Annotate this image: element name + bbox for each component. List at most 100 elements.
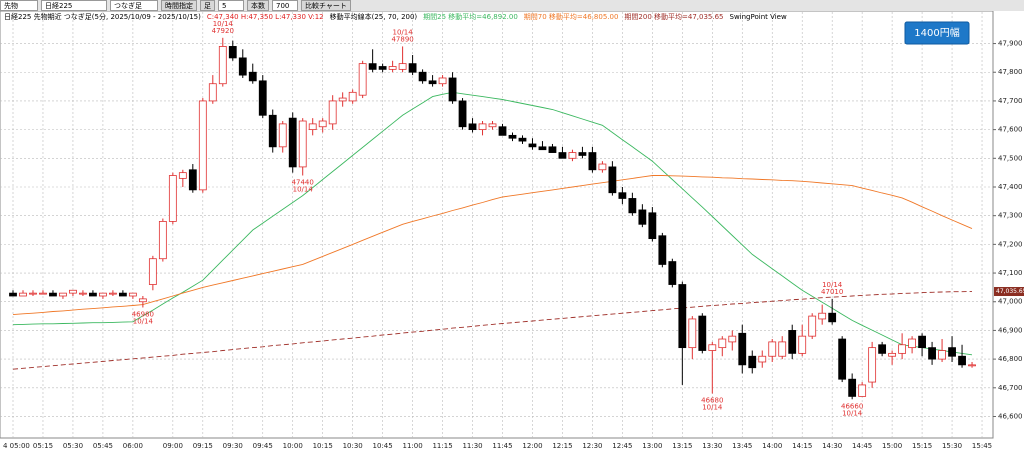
bar-button[interactable]: 足 bbox=[200, 0, 215, 11]
candle-body bbox=[938, 350, 946, 360]
candle-body bbox=[678, 284, 687, 349]
candle-body bbox=[378, 66, 387, 70]
candle-body bbox=[198, 100, 207, 191]
candle-body bbox=[918, 335, 926, 349]
candle-body bbox=[408, 63, 417, 73]
x-tick-label: 15:15 bbox=[912, 442, 932, 450]
candle-body bbox=[168, 175, 177, 222]
candle-body bbox=[178, 172, 187, 179]
time-button[interactable]: 時間指定 bbox=[161, 0, 197, 11]
candle-body bbox=[658, 235, 667, 265]
candle-body bbox=[248, 71, 257, 82]
toolbar: 先物 日経225 つなぎ足 時間指定 足 5 本数 700 比較チャート bbox=[0, 0, 1024, 11]
y-tick-label: 46,900 bbox=[998, 326, 1023, 334]
x-tick-label: 10:45 bbox=[373, 442, 393, 450]
x-tick-label: 14:30 bbox=[822, 442, 842, 450]
candle-body bbox=[708, 344, 717, 351]
interval-input[interactable]: 5 bbox=[218, 0, 244, 11]
swing-price: 47440 bbox=[292, 179, 314, 187]
candle-body bbox=[898, 344, 907, 354]
x-tick-label: 4 05:00 bbox=[3, 442, 30, 450]
ma-lines bbox=[12, 91, 973, 370]
candle-body bbox=[798, 335, 807, 354]
x-tick-label: 09:30 bbox=[223, 442, 243, 450]
candle-body bbox=[888, 352, 897, 357]
candle-body bbox=[578, 152, 587, 156]
swing-date: 10/14 bbox=[213, 20, 234, 28]
x-tick-label: 12:15 bbox=[552, 442, 572, 450]
x-tick-label: 12:30 bbox=[582, 442, 602, 450]
x-tick-label: 05:30 bbox=[63, 442, 83, 450]
market-select[interactable]: 先物 bbox=[0, 0, 38, 11]
x-tick-label: 14:00 bbox=[762, 442, 782, 450]
candle-body bbox=[128, 292, 137, 297]
candle-body bbox=[448, 77, 457, 102]
info-segment: 日経225 先物期近 つなぎ足(5分, 2025/10/09 - 2025/10… bbox=[4, 12, 201, 21]
x-tick-label: 11:00 bbox=[403, 442, 423, 450]
x-tick-label: 12:45 bbox=[612, 442, 632, 450]
y-tick-label: 46,600 bbox=[998, 412, 1023, 420]
y-tick-label: 47,000 bbox=[998, 298, 1023, 306]
candle-body bbox=[109, 292, 117, 295]
compare-button[interactable]: 比較チャート bbox=[301, 0, 351, 11]
candle-body bbox=[488, 123, 497, 128]
swing-date: 10/14 bbox=[702, 404, 723, 412]
swing-date: 10/14 bbox=[393, 28, 414, 36]
candle-body bbox=[69, 289, 77, 294]
candle-body bbox=[138, 298, 147, 303]
candle-body bbox=[278, 123, 287, 148]
symbol-select[interactable]: 日経225 bbox=[41, 0, 107, 11]
candle-body bbox=[328, 100, 337, 125]
legend-entry: 期間25 移動平均=46,892.00 bbox=[423, 12, 518, 21]
mode-select[interactable]: つなぎ足 bbox=[110, 0, 158, 11]
candle-body bbox=[628, 198, 637, 214]
count-input[interactable]: 700 bbox=[272, 0, 298, 11]
candle-body bbox=[838, 338, 847, 380]
y-tick-label: 47,900 bbox=[998, 40, 1023, 48]
candle-body bbox=[788, 330, 797, 354]
candle-body bbox=[688, 318, 697, 349]
legend-entry: 期間70 移動平均=46,805.00 bbox=[524, 12, 619, 21]
candle-body bbox=[748, 355, 757, 369]
range-button[interactable] bbox=[904, 21, 970, 45]
x-tick-label: 10:00 bbox=[283, 442, 303, 450]
candle-body bbox=[388, 66, 397, 70]
candle-body bbox=[728, 335, 737, 343]
candle-body bbox=[508, 134, 517, 139]
candle-body bbox=[878, 344, 887, 354]
info-suffix: SwingPoint View bbox=[730, 13, 787, 21]
range-button-label[interactable]: 1400円幅 bbox=[914, 26, 959, 39]
candle-body bbox=[298, 120, 307, 168]
candle-body bbox=[208, 83, 217, 102]
x-tick-label: 13:30 bbox=[702, 442, 722, 450]
x-tick-label: 14:45 bbox=[852, 442, 872, 450]
swing-date: 10/14 bbox=[822, 281, 843, 289]
labels: 46,600 46,700 46,800 46,900 47,000 47,100 47,2… bbox=[3, 20, 1024, 450]
candle-body bbox=[538, 146, 547, 151]
candle-body bbox=[558, 152, 567, 159]
candle-body bbox=[948, 347, 956, 357]
swing-price: 47890 bbox=[391, 35, 413, 43]
candle-body bbox=[398, 63, 407, 70]
candle-body bbox=[348, 91, 357, 102]
candle-body bbox=[928, 347, 936, 360]
candle-body bbox=[498, 126, 507, 136]
candle-body bbox=[368, 63, 377, 70]
candle-body bbox=[778, 341, 787, 357]
x-tick-label: 09:45 bbox=[253, 442, 273, 450]
candle-body bbox=[698, 315, 707, 351]
candles bbox=[9, 37, 976, 400]
candle-body bbox=[758, 355, 767, 363]
info-segment: C:47,340 H:47,350 L:47,330 V:12 bbox=[207, 13, 324, 21]
candle-body bbox=[89, 292, 97, 297]
candle-body bbox=[548, 146, 557, 153]
candle-body bbox=[648, 212, 657, 240]
x-tick-label: 05:45 bbox=[93, 442, 113, 450]
candle-body bbox=[808, 315, 817, 337]
candle-body bbox=[848, 378, 857, 397]
candle-body bbox=[49, 292, 57, 297]
swing-date: 10/14 bbox=[133, 317, 154, 325]
count-button[interactable]: 本数 bbox=[247, 0, 269, 11]
candle-body bbox=[958, 355, 966, 366]
candle-body bbox=[528, 143, 537, 148]
